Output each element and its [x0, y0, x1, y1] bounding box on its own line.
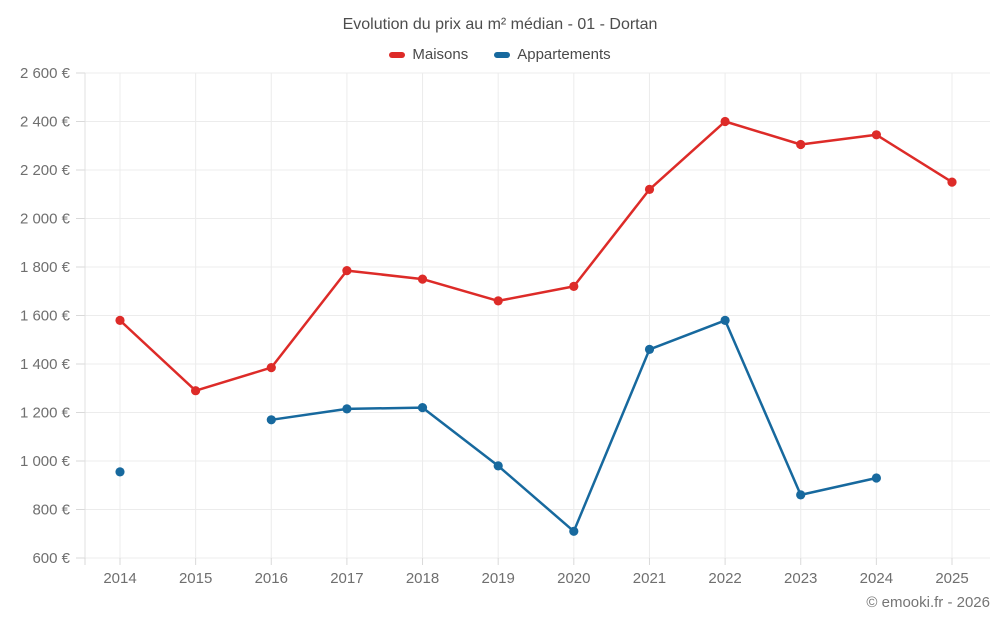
data-point-maisons-2019[interactable]: [493, 296, 503, 306]
maisons-series-swatch-icon: [389, 51, 406, 58]
data-point-appartements-2014[interactable]: [115, 467, 125, 477]
data-point-maisons-2014[interactable]: [115, 315, 125, 325]
data-point-appartements-2022[interactable]: [720, 315, 730, 325]
data-point-maisons-2024[interactable]: [871, 130, 882, 140]
legend: Maisons Appartements: [0, 46, 1000, 63]
x-axis-tick-label: 2023: [784, 570, 817, 587]
data-point-maisons-2025[interactable]: [947, 177, 957, 187]
x-axis-tick-label: 2025: [935, 570, 968, 587]
legend-item-appartements[interactable]: Appartements: [494, 46, 611, 63]
x-axis-tick-label: 2014: [103, 570, 136, 587]
data-point-maisons-2017[interactable]: [342, 266, 352, 276]
data-point-appartements-2019[interactable]: [493, 461, 503, 471]
legend-item-maisons[interactable]: Maisons: [389, 46, 468, 63]
copyright: © emooki.fr - 2026: [866, 594, 990, 611]
y-axis-tick-label: 2 600 €: [20, 65, 71, 82]
appartements-series-swatch-icon: [494, 51, 511, 58]
data-point-maisons-2015[interactable]: [191, 386, 201, 396]
chart-title: Evolution du prix au m² médian - 01 - Do…: [342, 16, 658, 33]
y-axis-tick-label: 1 600 €: [20, 308, 71, 325]
x-axis-tick-label: 2024: [860, 570, 893, 587]
series-line-maisons: [118, 120, 954, 392]
x-axis-tick-label: 2021: [633, 570, 666, 587]
x-axis-tick-label: 2022: [708, 570, 741, 587]
data-point-maisons-2018[interactable]: [417, 274, 428, 284]
y-axis-tick-label: 1 400 €: [20, 356, 71, 373]
y-axis-tick-label: 1 200 €: [20, 405, 71, 422]
x-axis-tick-label: 2017: [330, 570, 363, 587]
legend-label-appartements: Appartements: [517, 46, 611, 63]
data-point-maisons-2016[interactable]: [266, 363, 276, 373]
y-axis-tick-label: 1 800 €: [20, 259, 71, 276]
data-point-maisons-2021[interactable]: [644, 184, 655, 194]
data-point-appartements-2024[interactable]: [871, 473, 882, 483]
y-axis-tick-label: 2 000 €: [20, 211, 71, 228]
data-point-appartements-2021[interactable]: [644, 344, 655, 354]
data-point-maisons-2022[interactable]: [720, 116, 730, 127]
data-point-maisons-2023[interactable]: [796, 139, 806, 150]
x-axis-tick-label: 2020: [557, 570, 590, 587]
data-point-appartements-2018[interactable]: [417, 403, 428, 413]
data-point-appartements-2016[interactable]: [266, 415, 276, 425]
y-axis-tick-label: 800 €: [32, 502, 70, 519]
x-axis-tick-label: 2019: [481, 570, 514, 587]
x-axis-tick-label: 2015: [179, 570, 212, 587]
data-point-appartements-2023[interactable]: [796, 490, 806, 500]
data-point-appartements-2017[interactable]: [342, 404, 352, 414]
y-axis-tick-label: 600 €: [32, 550, 70, 567]
legend-label-maisons: Maisons: [412, 46, 469, 63]
x-axis-tick-label: 2016: [255, 570, 288, 587]
data-point-maisons-2020[interactable]: [569, 281, 579, 291]
y-axis-tick-label: 2 200 €: [20, 162, 71, 179]
y-axis-tick-label: 2 400 €: [20, 114, 71, 131]
x-axis-tick-label: 2018: [406, 570, 439, 587]
y-axis-tick-label: 1 000 €: [20, 453, 71, 470]
data-point-appartements-2020[interactable]: [569, 526, 579, 536]
